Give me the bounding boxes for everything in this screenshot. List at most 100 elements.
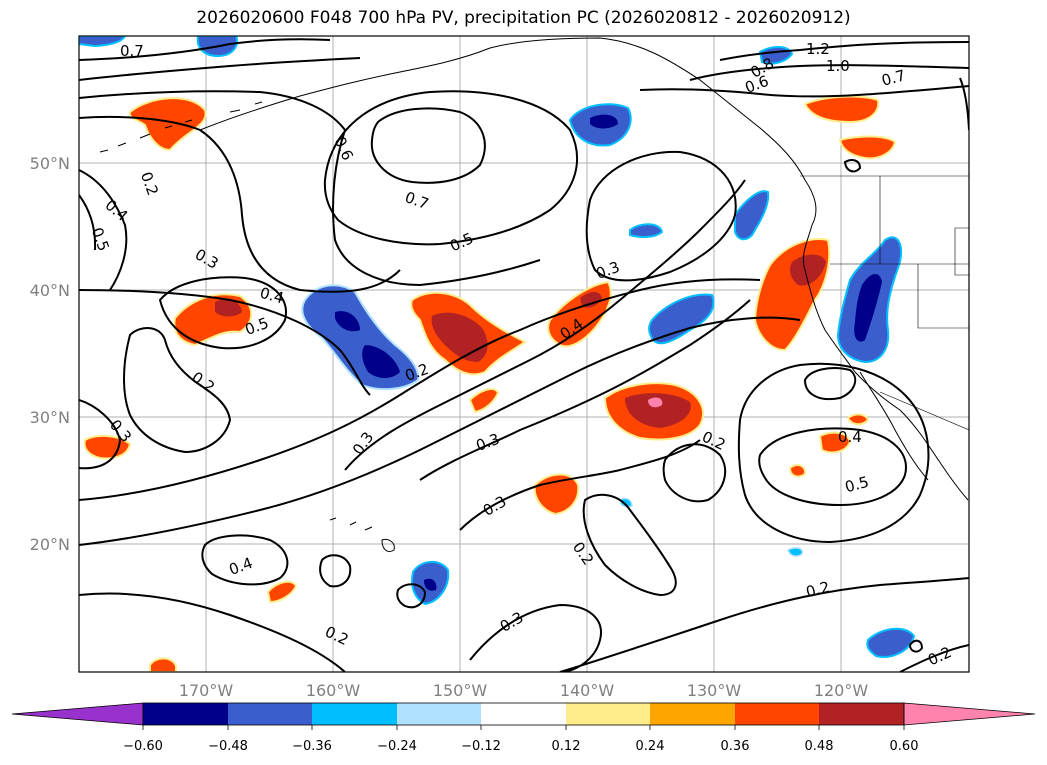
- colorbar-tick-label: 0.36: [721, 739, 750, 754]
- pv-contour: [158, 276, 287, 350]
- lon-tick-label: 150°W: [433, 681, 488, 700]
- contour-label: 1.2: [806, 40, 830, 58]
- lon-tick-label: 160°W: [306, 681, 361, 700]
- longitude-axis: 170°W 160°W 150°W 140°W 130°W 120°W: [179, 681, 869, 700]
- colorbar-segment: [650, 703, 735, 725]
- colorbar-segment: [143, 703, 228, 725]
- precip-negative-core: [590, 114, 618, 129]
- pv-contour: [79, 90, 541, 287]
- pv-contour: [79, 399, 122, 470]
- contour-label: 0.4: [838, 428, 862, 446]
- precip-shading: [79, 36, 916, 672]
- precip-negative-area: [734, 190, 770, 241]
- pv-contour: [582, 493, 677, 597]
- contour-label: 0.5: [843, 473, 871, 497]
- pv-contour: [79, 57, 361, 81]
- lat-tick-label: 20°N: [30, 535, 70, 554]
- colorbar-tick-label: 0.60: [890, 739, 919, 754]
- precip-positive-area: [818, 431, 852, 454]
- pv-contour: [79, 592, 346, 672]
- pv-contour: [469, 603, 602, 672]
- precip-positive-core: [580, 292, 602, 308]
- pv-contour: [79, 278, 761, 501]
- precip-positive-core: [215, 299, 242, 317]
- precip-negative-core: [335, 311, 360, 332]
- precip-positive-area: [838, 135, 897, 160]
- latitude-axis: 50°N 40°N 30°N 20°N: [30, 154, 70, 554]
- pv-contour: [803, 367, 857, 400]
- pv-contour: [79, 115, 401, 293]
- pv-contour: [459, 439, 701, 531]
- pv-contour: [319, 554, 352, 588]
- precip-positive-core: [790, 254, 826, 286]
- precip-positive-area: [846, 413, 870, 426]
- colorbar: −0.60 −0.48 −0.36 −0.24 −0.12 0.12 0.24 …: [11, 702, 1036, 754]
- lat-tick-label: 50°N: [30, 154, 70, 173]
- pv-contour: [323, 90, 579, 246]
- colorbar-tick-label: −0.36: [292, 739, 332, 754]
- colorbar-segment: [397, 703, 481, 725]
- pv-contour: [201, 534, 289, 586]
- precip-positive-core: [625, 393, 691, 428]
- contour-label: 0.4: [258, 284, 286, 308]
- precip-positive-area: [468, 388, 500, 414]
- pv-contour: [689, 64, 969, 81]
- map-background: [79, 36, 969, 672]
- coastlines: [99, 37, 969, 553]
- lon-tick-label: 120°W: [814, 681, 869, 700]
- colorbar-tick-label: 0.12: [552, 739, 581, 754]
- contour-label: 0.7: [880, 66, 908, 90]
- precip-negative-core: [854, 274, 882, 342]
- pv-contour: [585, 150, 737, 282]
- contour-label: 0.7: [120, 42, 144, 60]
- colorbar-tick-label: −0.12: [461, 739, 501, 754]
- pv-contour: [899, 644, 969, 672]
- precip-positive-peak: [648, 397, 663, 408]
- colorbar-segment: [819, 703, 904, 725]
- colorbar-tick-label: −0.48: [208, 739, 248, 754]
- colorbar-tick-label: 0.24: [636, 739, 665, 754]
- precip-positive-core: [431, 312, 488, 362]
- precip-negative-area: [648, 293, 715, 345]
- lon-tick-label: 140°W: [560, 681, 615, 700]
- graticule: [79, 36, 969, 672]
- pv-contour: [559, 577, 969, 672]
- colorbar-extend-min: [11, 702, 144, 726]
- coastline-aleutian-islands: [99, 101, 263, 153]
- pv-contour: [370, 107, 486, 184]
- precip-negative-area: [787, 547, 804, 557]
- political-borders: [800, 175, 969, 431]
- map-frame: [78, 35, 970, 673]
- precip-positive-area: [266, 580, 298, 604]
- colorbar-tick-label: −0.24: [377, 739, 417, 754]
- lat-tick-label: 30°N: [30, 408, 70, 427]
- pv-contour: [79, 289, 371, 396]
- precip-negative-area: [629, 223, 664, 238]
- pv-contour: [344, 179, 746, 471]
- colorbar-ticks: [142, 725, 905, 730]
- colorbar-segment: [312, 703, 397, 725]
- colorbar-frame: [142, 702, 905, 726]
- pv-contour: [419, 299, 751, 481]
- coastline-hawaii: [329, 517, 395, 553]
- precip-negative-core: [424, 578, 437, 591]
- pv-contour: [719, 41, 969, 61]
- colorbar-segment: [228, 703, 312, 725]
- precip-negative-area: [619, 497, 633, 508]
- precip-negative-area: [866, 627, 916, 658]
- contour-label: 1.0: [826, 57, 850, 75]
- lon-tick-label: 170°W: [179, 681, 234, 700]
- pv-contour: [737, 362, 930, 544]
- pv-contour: [843, 159, 862, 173]
- colorbar-segment: [566, 703, 650, 725]
- coastline-west-coast: [802, 224, 969, 501]
- pv-contour: [123, 327, 232, 454]
- colorbar-tick-label: −0.60: [123, 739, 163, 754]
- pv-contour: [79, 169, 128, 291]
- border-state-lines: [830, 176, 969, 329]
- chart-title: 2026020600 F048 700 hPa PV, precipitatio…: [196, 8, 851, 28]
- coastline-alaska: [199, 37, 817, 226]
- precip-positive-area: [803, 95, 880, 124]
- lon-tick-label: 130°W: [687, 681, 742, 700]
